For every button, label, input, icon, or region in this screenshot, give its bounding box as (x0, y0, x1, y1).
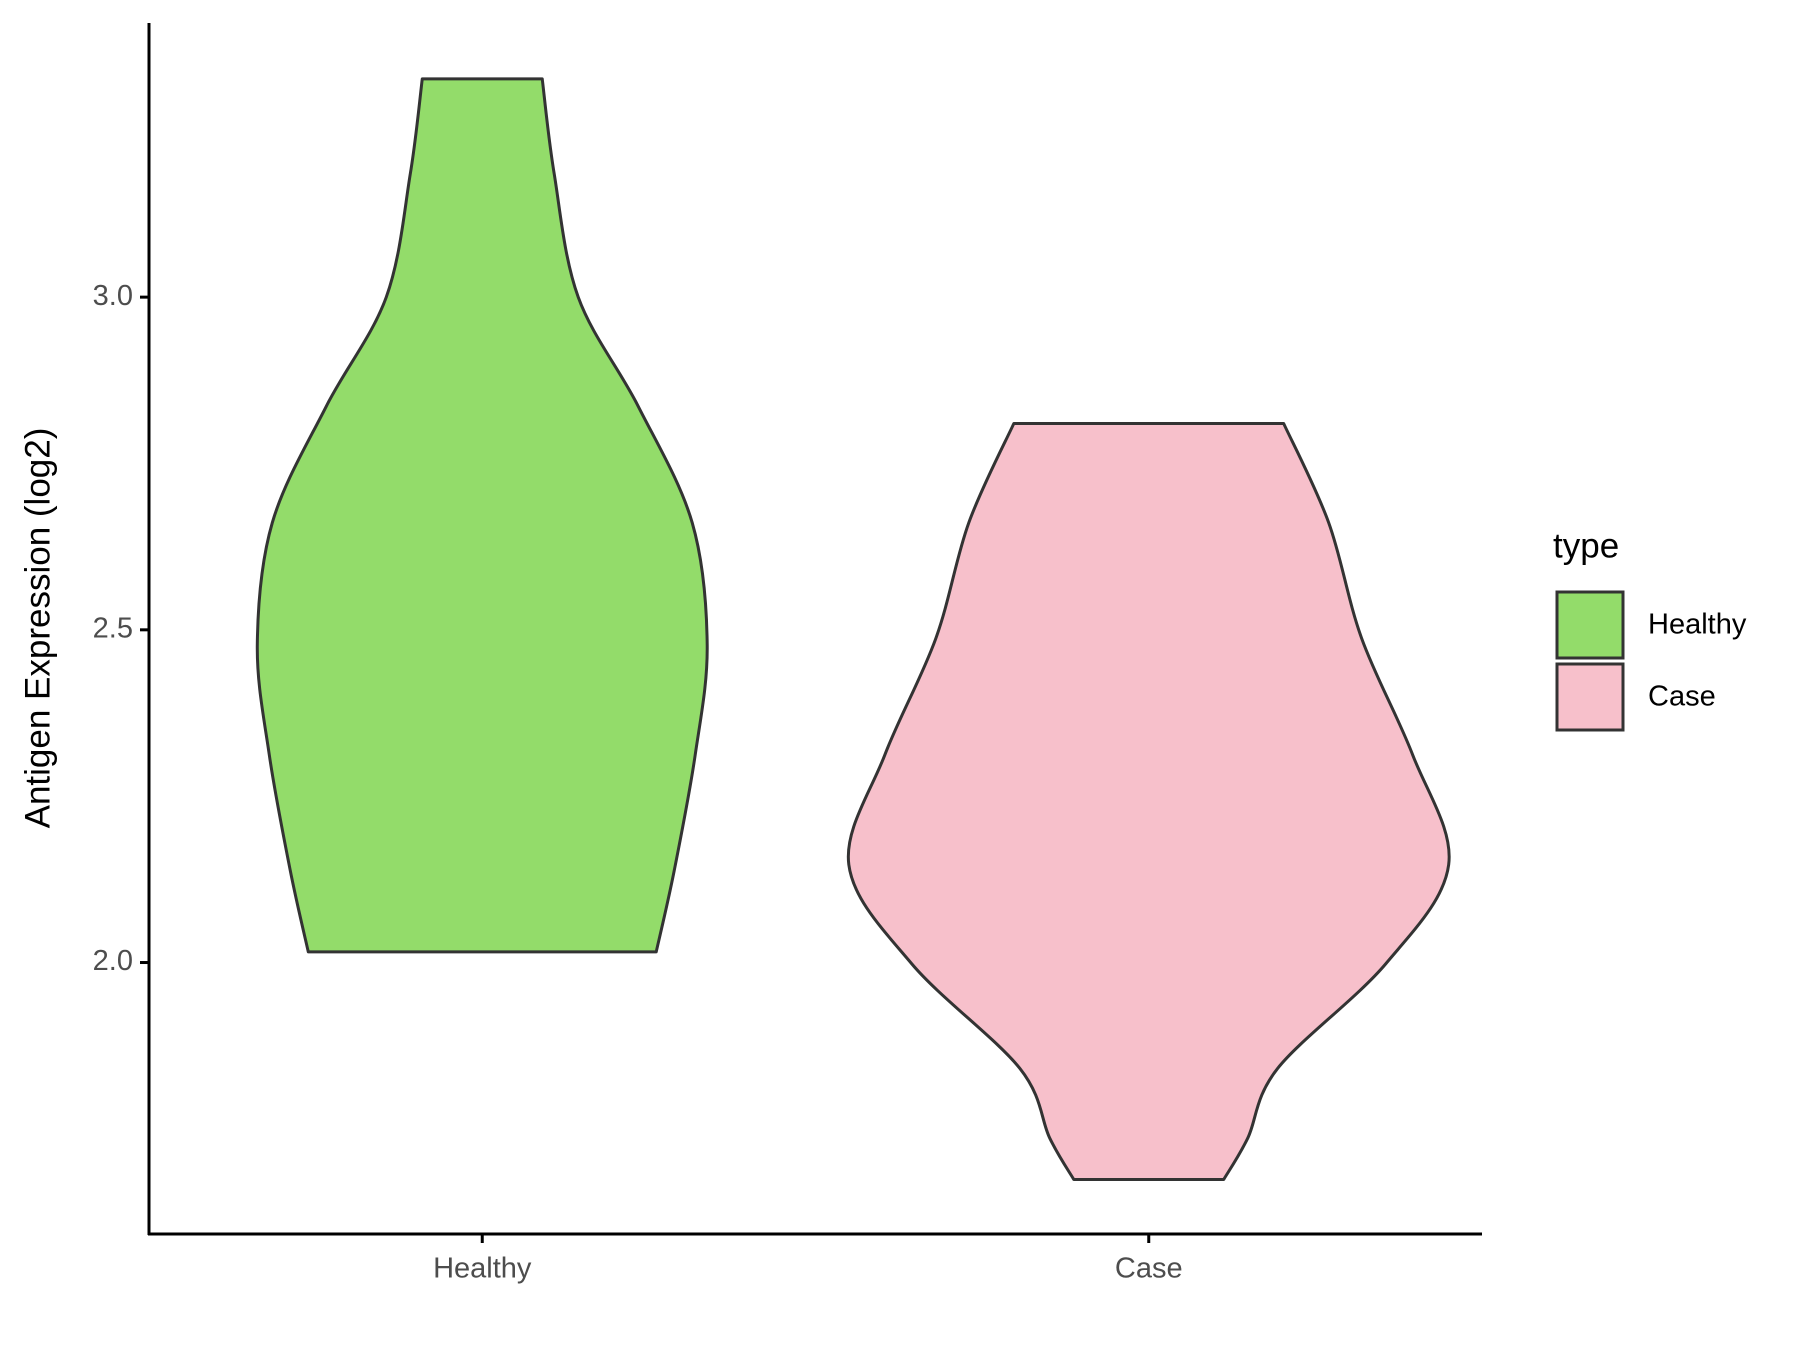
y-tick-label: 3.0 (93, 280, 133, 312)
legend-key (1555, 662, 1625, 732)
y-tick-label: 2.0 (93, 945, 133, 977)
legend-key (1555, 590, 1625, 660)
x-tick-label: Case (1115, 1253, 1183, 1285)
x-tick-label: Healthy (433, 1253, 532, 1285)
violin (846, 422, 1451, 1181)
legend-label: Healthy (1648, 609, 1747, 641)
legend-title: type (1553, 526, 1619, 565)
y-axis-title: Antigen Expression (log2) (18, 428, 57, 829)
y-tick-label: 2.5 (93, 612, 133, 644)
violin (255, 77, 709, 954)
legend-label: Case (1648, 681, 1716, 713)
